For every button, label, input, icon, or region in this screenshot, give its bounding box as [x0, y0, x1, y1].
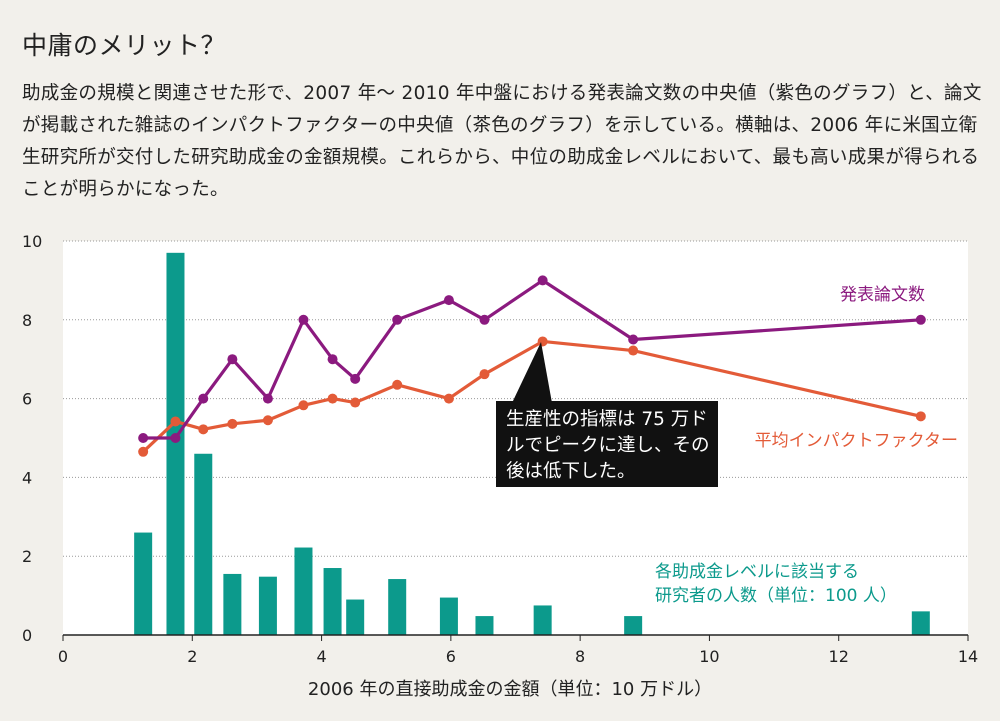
- bar: [323, 568, 342, 635]
- bar: [166, 252, 185, 635]
- impact-point: [628, 345, 639, 356]
- y-tick-label: 4: [22, 468, 32, 487]
- y-tick-label: 0: [22, 626, 32, 645]
- x-tick-label: 12: [829, 647, 849, 666]
- chart-title: 中庸のメリット？: [22, 31, 227, 60]
- papers-point: [915, 314, 926, 325]
- x-tick-label: 6: [446, 647, 456, 666]
- bar: [223, 573, 242, 635]
- impact-point: [298, 400, 309, 411]
- y-tick-label: 6: [22, 390, 32, 409]
- impact-point: [479, 369, 490, 380]
- y-tick-label: 8: [22, 311, 32, 330]
- y-tick-label: 2: [22, 547, 32, 566]
- bar: [294, 547, 313, 635]
- chart-description: 助成金の規模と関連させた形で、2007 年〜 2010 年中盤における発表論文数…: [22, 83, 982, 200]
- impact-point: [170, 416, 181, 427]
- papers-point: [443, 295, 454, 306]
- papers-point: [170, 433, 181, 443]
- impact-point: [227, 418, 238, 429]
- papers-line: [143, 278, 921, 440]
- line-series: [138, 275, 926, 457]
- papers-point: [262, 393, 273, 404]
- papers-point: [198, 393, 209, 404]
- x-axis-label: 2006 年の直接助成金の金額（単位：10 万ドル）: [308, 679, 712, 700]
- x-tick-label: 10: [699, 647, 719, 666]
- bar: [194, 453, 213, 635]
- bar: [346, 599, 365, 635]
- impact-point: [350, 397, 361, 408]
- papers-point: [138, 433, 149, 443]
- x-tick-label: 14: [958, 647, 978, 666]
- legend-papers: 発表論文数: [840, 285, 925, 305]
- bar: [533, 605, 552, 635]
- axes: 0 2 4 6 8 10 12 14 0 2 4 6 8 10: [22, 232, 978, 666]
- bar: [475, 616, 494, 635]
- papers-point: [628, 334, 639, 345]
- x-tick-label: 8: [575, 647, 585, 666]
- papers-point: [537, 275, 548, 286]
- impact-point: [198, 424, 209, 435]
- x-tick-label: 4: [316, 647, 326, 666]
- legend-researchers: 各助成金レベルに該当する 研究者の人数（単位：100 人）: [655, 562, 897, 606]
- legend-impact: 平均インパクトファクター: [755, 431, 958, 451]
- x-tick-label: 0: [58, 647, 68, 666]
- papers-point: [298, 314, 309, 325]
- callout-box: 生産性の指標は 75 万ドルでピークに達し、その後は低下した。: [496, 401, 718, 487]
- bar: [624, 616, 643, 635]
- impact-point: [262, 415, 273, 426]
- bar: [388, 579, 407, 635]
- bar: [439, 597, 458, 635]
- impact-point: [392, 379, 403, 390]
- bar: [258, 576, 277, 635]
- papers-point: [350, 373, 361, 384]
- bar-series: [134, 252, 930, 635]
- papers-point: [327, 354, 338, 365]
- papers-point: [227, 354, 238, 365]
- impact-point: [327, 393, 338, 404]
- bar: [911, 611, 930, 635]
- callout-pointer: [512, 342, 552, 403]
- impact-point: [138, 446, 149, 457]
- impact-point: [443, 393, 454, 404]
- gridlines: [63, 240, 968, 557]
- bar: [134, 532, 153, 635]
- x-tick-label: 2: [187, 647, 197, 666]
- papers-point: [479, 314, 490, 325]
- y-tick-label: 10: [22, 232, 42, 251]
- papers-point: [392, 314, 403, 325]
- impact-point: [537, 336, 548, 347]
- impact-point: [915, 411, 926, 422]
